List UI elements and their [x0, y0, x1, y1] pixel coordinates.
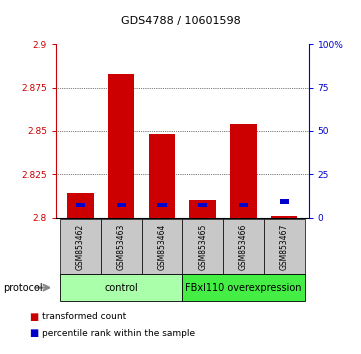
- Bar: [67, 193, 93, 218]
- Bar: [271, 216, 297, 218]
- Bar: [279, 200, 289, 204]
- Bar: [108, 74, 134, 218]
- Bar: [157, 203, 166, 207]
- Text: control: control: [104, 282, 138, 293]
- Bar: [264, 219, 305, 274]
- Bar: [190, 200, 216, 218]
- Bar: [76, 203, 85, 207]
- Text: ■: ■: [29, 329, 38, 338]
- Text: ■: ■: [29, 312, 38, 322]
- Text: GSM853462: GSM853462: [76, 224, 85, 270]
- Bar: [198, 203, 207, 207]
- Bar: [149, 135, 175, 218]
- Bar: [101, 219, 142, 274]
- Text: GSM853463: GSM853463: [117, 224, 126, 270]
- Bar: [223, 219, 264, 274]
- Text: GSM853464: GSM853464: [157, 224, 166, 270]
- Bar: [142, 219, 182, 274]
- Text: GSM853467: GSM853467: [280, 224, 289, 270]
- Text: percentile rank within the sample: percentile rank within the sample: [42, 329, 195, 338]
- Bar: [230, 124, 257, 218]
- Bar: [117, 203, 126, 207]
- Text: protocol: protocol: [4, 282, 43, 293]
- Bar: [182, 219, 223, 274]
- Bar: [239, 203, 248, 207]
- Text: transformed count: transformed count: [42, 312, 126, 321]
- Text: FBxl110 overexpression: FBxl110 overexpression: [185, 282, 302, 293]
- Bar: [60, 219, 101, 274]
- Bar: [182, 274, 305, 301]
- Text: GDS4788 / 10601598: GDS4788 / 10601598: [121, 16, 240, 26]
- Text: GSM853466: GSM853466: [239, 224, 248, 270]
- Text: GSM853465: GSM853465: [198, 224, 207, 270]
- Bar: [60, 274, 182, 301]
